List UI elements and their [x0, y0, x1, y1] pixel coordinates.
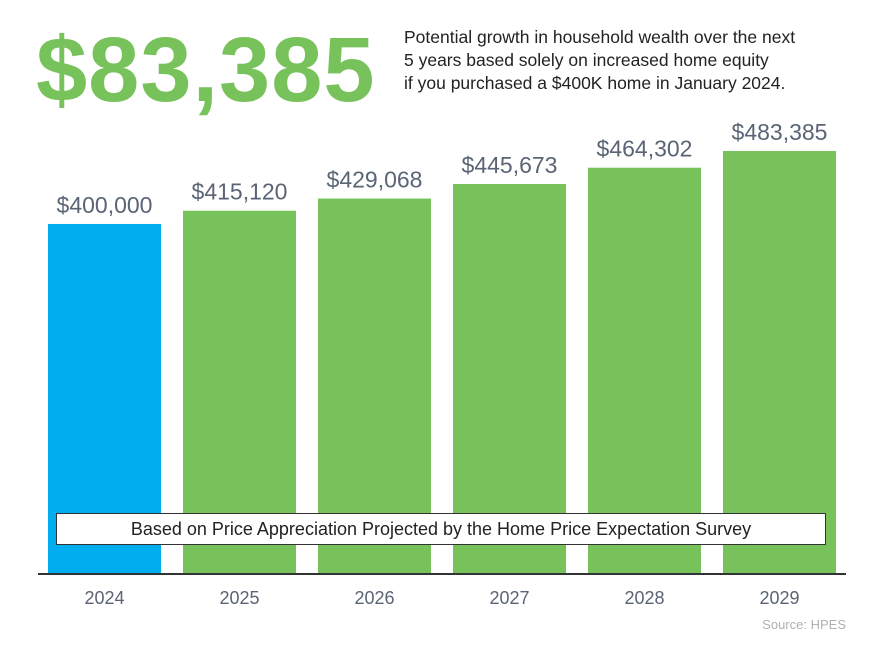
- x-tick-label-2026: 2026: [354, 588, 394, 608]
- value-label-2026: $429,068: [327, 167, 423, 193]
- x-tick-labels-group: 2024 2025 2026 2027 2028 2029: [84, 588, 799, 608]
- value-label-2027: $445,673: [462, 152, 558, 178]
- bar-2026: [318, 198, 431, 574]
- bar-2027: [453, 184, 566, 574]
- value-label-2025: $415,120: [192, 179, 288, 205]
- value-label-2028: $464,302: [597, 136, 693, 162]
- bars-group: [48, 151, 836, 575]
- subtitle-line-3: if you purchased a $400K home in January…: [404, 73, 786, 93]
- x-tick-label-2024: 2024: [84, 588, 124, 608]
- x-tick-label-2025: 2025: [219, 588, 259, 608]
- x-tick-label-2027: 2027: [489, 588, 529, 608]
- note-box: Based on Price Appreciation Projected by…: [56, 513, 826, 545]
- value-labels-group: $400,000 $415,120 $429,068 $445,673 $464,302…: [57, 119, 828, 218]
- subtitle-line-1: Potential growth in household wealth ove…: [404, 27, 796, 47]
- value-label-2024: $400,000: [57, 192, 153, 218]
- subtitle-line-2: 5 years based solely on increased home e…: [404, 50, 769, 70]
- source-label: Source: HPES: [762, 617, 846, 632]
- x-tick-label-2029: 2029: [759, 588, 799, 608]
- value-label-2029: $483,385: [732, 119, 828, 145]
- headline-amount: $83,385: [36, 19, 376, 121]
- x-tick-label-2028: 2028: [624, 588, 664, 608]
- bar-2028: [588, 167, 701, 574]
- subtitle: Potential growth in household wealth ove…: [404, 26, 864, 95]
- bar-2029: [723, 151, 836, 574]
